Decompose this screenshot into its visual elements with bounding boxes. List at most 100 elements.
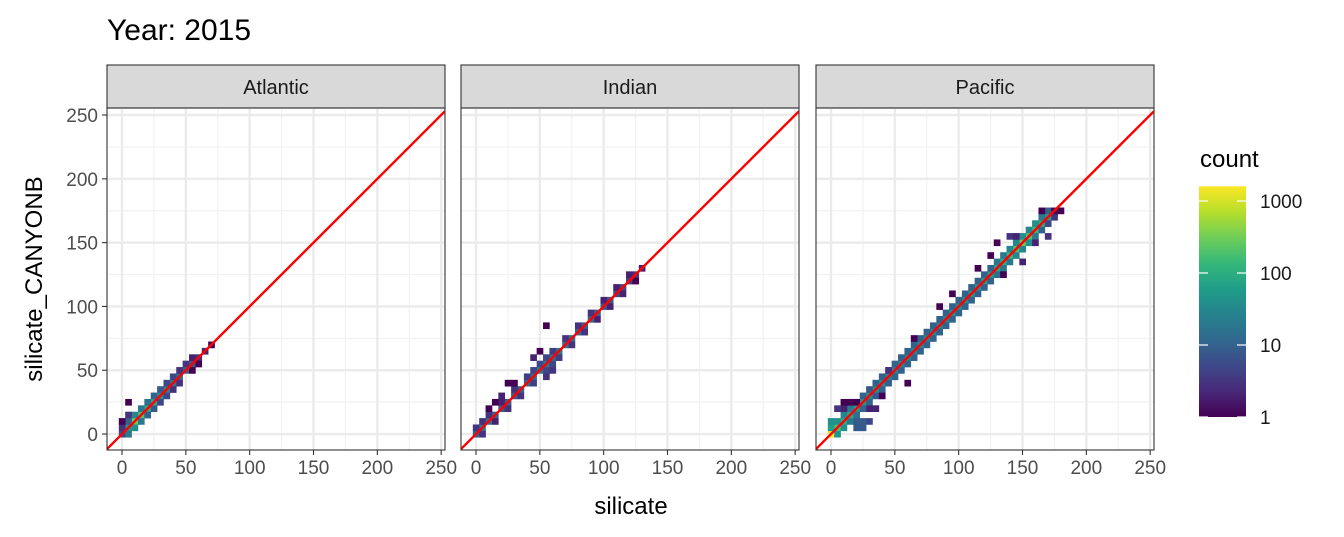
heatmap-cell <box>1012 239 1020 247</box>
x-tick-label: 250 <box>425 458 457 479</box>
heatmap-cell <box>189 354 196 361</box>
heatmap-cell <box>543 367 550 374</box>
x-tick-label: 50 <box>884 458 905 479</box>
heatmap-cell <box>491 418 499 425</box>
heatmap-cell <box>555 354 563 361</box>
heatmap-cell <box>536 347 544 355</box>
heatmap-cell <box>885 379 892 387</box>
heatmap-cell <box>917 335 924 342</box>
heatmap-cell <box>987 277 995 285</box>
heatmap-cell <box>910 341 918 349</box>
x-tick-label: 100 <box>588 458 620 479</box>
legend-tick-label: 100 <box>1260 264 1292 285</box>
x-tick-label: 0 <box>826 458 837 479</box>
heatmap-cell <box>961 290 969 298</box>
panel-border <box>460 107 800 451</box>
heatmap-cell <box>859 392 867 400</box>
heatmap-cell <box>846 405 854 413</box>
heatmap-cell <box>189 367 196 374</box>
heatmap-cell <box>846 418 854 425</box>
heatmap-cell <box>1032 239 1039 247</box>
y-tick-label: 50 <box>77 361 98 382</box>
heatmap-cell <box>878 373 886 381</box>
heatmap-cell <box>846 398 854 406</box>
facet-strip-label: Indian <box>603 77 658 99</box>
heatmap-cell <box>949 303 956 310</box>
heatmap-cell <box>137 418 145 425</box>
heatmap-cell <box>1006 258 1014 266</box>
heatmap-cell <box>981 284 988 291</box>
heatmap-cell <box>949 290 956 298</box>
heatmap-cell <box>910 335 918 342</box>
x-axis-label: silicate <box>594 493 667 520</box>
heatmap-cell <box>485 411 493 419</box>
heatmap-cell <box>125 411 132 419</box>
heatmap-cell <box>853 411 861 419</box>
heatmap-cell <box>125 418 132 425</box>
heatmap-cell <box>118 424 126 432</box>
heatmap-cell <box>581 328 589 336</box>
heatmap-cell <box>1044 233 1052 240</box>
heatmap-cell <box>993 239 1001 247</box>
y-tick-label: 250 <box>66 106 98 127</box>
heatmap-cell <box>626 271 633 279</box>
heatmap-cell <box>163 379 171 387</box>
x-tick-label: 50 <box>529 458 550 479</box>
y-tick-label: 150 <box>66 234 98 255</box>
heatmap-cell <box>606 303 614 310</box>
heatmap-cell <box>936 328 944 336</box>
facet-strip <box>106 64 446 109</box>
panel-border <box>106 107 446 451</box>
heatmap-cell <box>1032 233 1039 240</box>
heatmap-cell <box>504 405 512 413</box>
legend-tick-label: 1000 <box>1260 192 1302 213</box>
heatmap-cell <box>929 322 937 330</box>
heatmap-cell <box>169 386 177 393</box>
heatmap-cell <box>543 354 550 361</box>
heatmap-cell <box>176 367 183 374</box>
heatmap-cell <box>1038 226 1046 234</box>
x-tick-label: 200 <box>715 458 747 479</box>
chart-title: Year: 2015 <box>107 14 251 47</box>
heatmap-cell <box>511 379 518 387</box>
heatmap-cell <box>144 398 152 406</box>
heatmap-cell <box>866 418 873 425</box>
heatmap-cell <box>834 430 841 438</box>
y-tick-label: 0 <box>87 425 98 446</box>
heatmap-cell <box>195 360 203 368</box>
heatmap-cell <box>904 360 912 368</box>
heatmap-cell <box>1044 207 1052 215</box>
heatmap-cell <box>993 258 1001 266</box>
heatmap-cell <box>923 341 931 349</box>
heatmap-cell <box>898 367 905 374</box>
heatmap-cell <box>530 379 537 387</box>
heatmap-cell <box>619 290 627 298</box>
heatmap-cell <box>1038 213 1046 221</box>
heatmap-cell <box>125 430 132 438</box>
heatmap-cell <box>878 392 886 400</box>
heatmap-cell <box>1044 220 1052 227</box>
heatmap-cell <box>840 398 848 406</box>
x-tick-label: 0 <box>471 458 482 479</box>
heatmap-cell <box>910 354 918 361</box>
x-tick-label: 50 <box>175 458 196 479</box>
x-tick-label: 100 <box>234 458 266 479</box>
identity-line <box>107 110 445 450</box>
heatmap-cell <box>1000 271 1007 279</box>
legend-title: count <box>1200 146 1259 173</box>
heatmap-cell <box>955 296 963 304</box>
heatmap-cell <box>549 347 557 355</box>
heatmap-cell <box>872 392 880 400</box>
heatmap-cell <box>144 411 152 419</box>
y-tick-label: 200 <box>66 170 98 191</box>
x-tick-label: 150 <box>298 458 330 479</box>
heatmap-cell <box>993 271 1001 279</box>
heatmap-cell <box>594 316 601 323</box>
heatmap-cell <box>169 373 177 381</box>
heatmap-cell <box>613 284 620 291</box>
legend-tick-label: 1 <box>1260 408 1271 429</box>
heatmap-cell <box>840 424 848 432</box>
heatmap-cell <box>125 398 132 406</box>
heatmap-cell <box>859 405 867 413</box>
heatmap-cell <box>859 418 867 425</box>
